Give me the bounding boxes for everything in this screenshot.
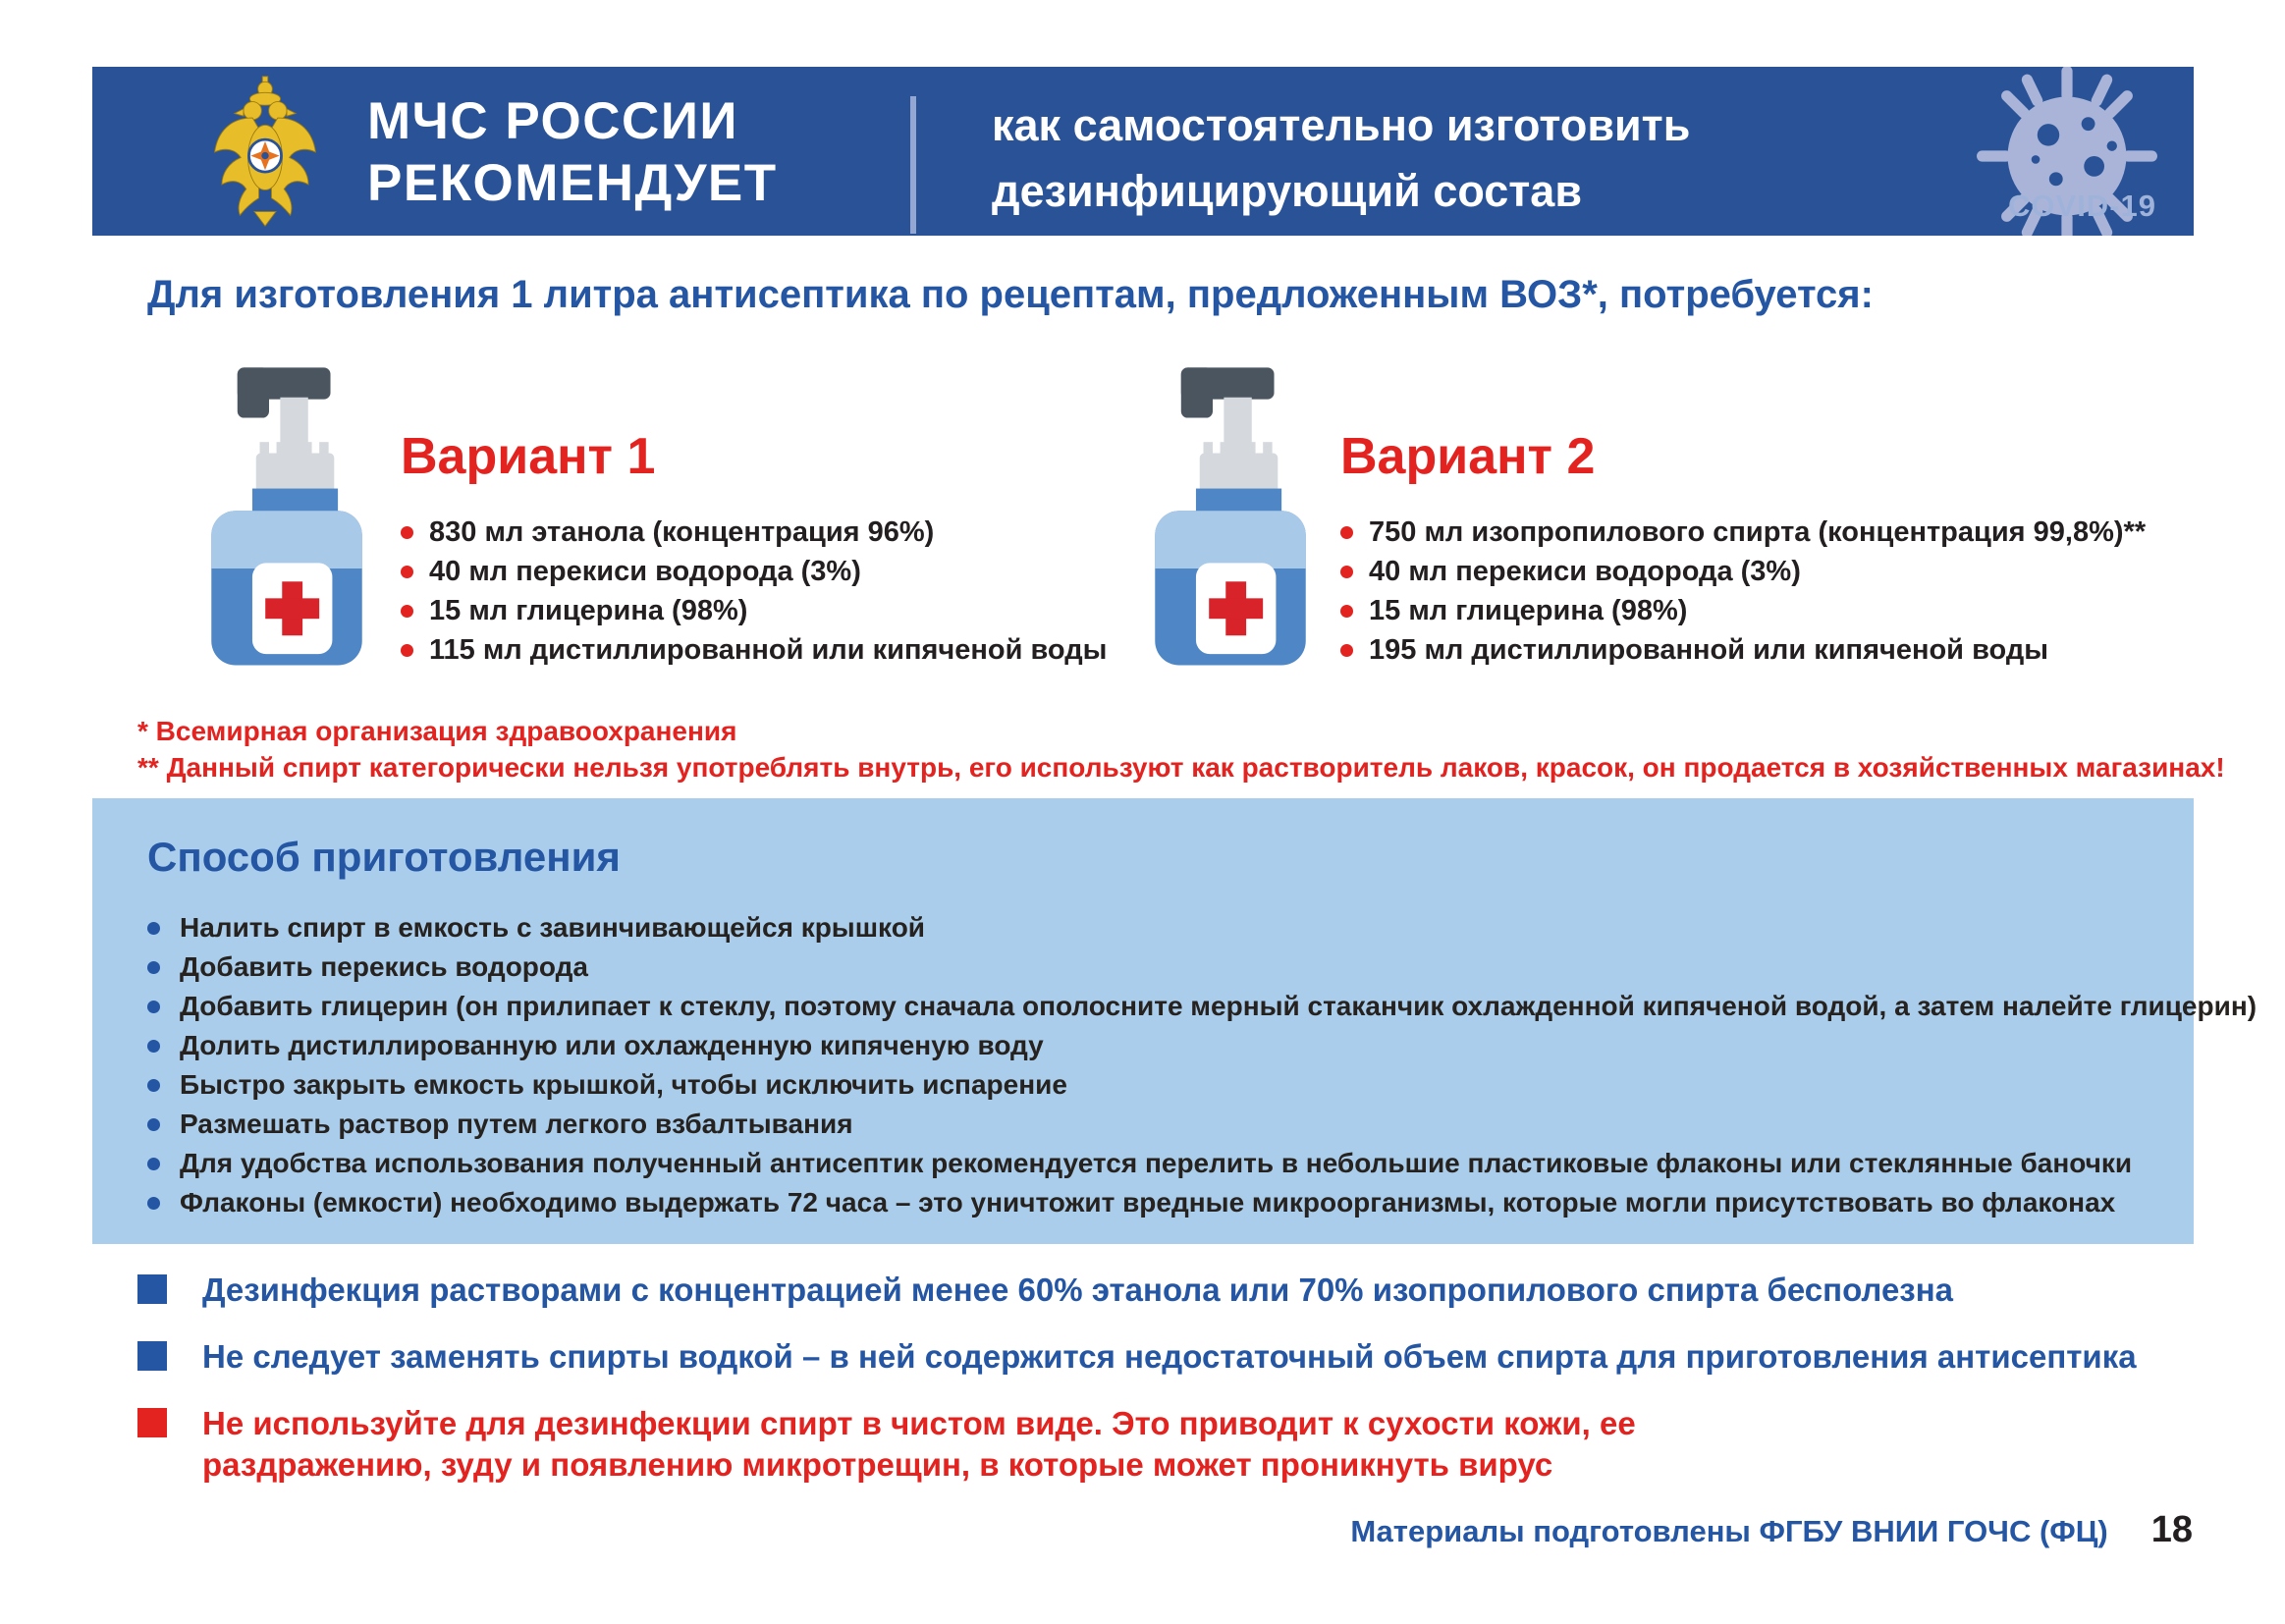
method-step: Долить дистиллированную или охлажденную …: [147, 1026, 2194, 1065]
method-step: Добавить глицерин (он прилипает к стеклу…: [147, 987, 2257, 1026]
red-square-marker-icon: [137, 1408, 167, 1437]
doc-title-line2: дезинфицирующий состав: [992, 166, 1582, 216]
blue-bullet-icon: [147, 921, 160, 935]
intro-text: Для изготовления 1 литра антисептика по …: [147, 273, 1874, 316]
ingredient-item: 40 мл перекиси водорода (3%): [401, 552, 1107, 591]
blue-bullet-icon: [147, 1078, 160, 1092]
method-step: Флаконы (емкости) необходимо выдержать 7…: [147, 1183, 2194, 1222]
blue-bullet-icon: [147, 1039, 160, 1053]
ingredient-text: 40 мл перекиси водорода (3%): [429, 555, 861, 587]
ingredient-text: 40 мл перекиси водорода (3%): [1369, 555, 1801, 587]
org-title: МЧС РОССИИ РЕКОМЕНДУЕТ: [367, 90, 778, 214]
org-title-line1: МЧС РОССИИ: [367, 92, 739, 150]
doc-title-line1: как самостоятельно изготовить: [992, 100, 1691, 150]
header-band: МЧС РОССИИ РЕКОМЕНДУЕТ как самостоятельн…: [92, 67, 2194, 236]
ingredient-item: 750 мл изопропилового спирта (концентрац…: [1340, 513, 2146, 552]
method-step-text: Флаконы (емкости) необходимо выдержать 7…: [180, 1187, 2116, 1218]
red-bullet-icon: [1340, 643, 1353, 657]
footnotes: * Всемирная организация здравоохранения …: [137, 713, 2225, 785]
method-section: Способ приготовления Налить спирт в емко…: [92, 798, 2257, 1244]
method-steps-list: Налить спирт в емкость с завинчивающейся…: [147, 908, 2257, 1222]
variant1-title: Вариант 1: [401, 428, 656, 485]
ingredient-text: 15 мл глицерина (98%): [1369, 594, 1688, 626]
sanitizer-bottle-icon: [211, 367, 362, 666]
method-step-text: Налить спирт в емкость с завинчивающейся…: [180, 912, 926, 943]
method-step: Для удобства использования полученный ан…: [147, 1144, 2194, 1183]
sanitizer-bottle-icon: [1155, 367, 1306, 666]
footer-credit: Материалы подготовлены ФГБУ ВНИИ ГОЧС (Ф…: [1350, 1514, 2108, 1548]
method-step-text: Добавить перекись водорода: [180, 951, 588, 982]
red-bullet-icon: [401, 604, 413, 618]
method-step-text: Долить дистиллированную или охлажденную …: [180, 1030, 1044, 1060]
coronavirus-icon: [1977, 67, 2157, 236]
red-bullet-icon: [401, 565, 413, 578]
ingredient-text: 115 мл дистиллированной или кипяченой во…: [429, 633, 1108, 666]
blue-bullet-icon: [147, 960, 160, 974]
method-step: Размешать раствор путем легкого взбалтыв…: [147, 1105, 2194, 1144]
method-step-text: Для удобства использования полученный ан…: [180, 1148, 2133, 1178]
blue-bullet-icon: [147, 1000, 160, 1013]
ingredient-text: 830 мл этанола (концентрация 96%): [429, 515, 935, 548]
footnote-isopropyl: ** Данный спирт категорически нельзя упо…: [137, 752, 2225, 783]
ingredient-item: 195 мл дистиллированной или кипяченой во…: [1340, 630, 2146, 670]
method-title: Способ приготовления: [147, 834, 621, 880]
variant1-section: Вариант 1 830 мл этанола (концентрация 9…: [401, 430, 1107, 670]
method-step: Быстро закрыть емкость крышкой, чтобы ис…: [147, 1065, 2194, 1105]
mchs-emblem-icon: [214, 76, 316, 227]
page-number: 18: [2150, 1509, 2193, 1550]
ingredient-item: 15 мл глицерина (98%): [401, 591, 1107, 630]
header-divider: [910, 96, 916, 234]
red-bullet-icon: [1340, 604, 1353, 618]
blue-bullet-icon: [147, 1157, 160, 1170]
warning-row: Не следует заменять спирты водкой – в не…: [137, 1336, 2200, 1378]
method-step-text: Быстро закрыть емкость крышкой, чтобы ис…: [180, 1069, 1067, 1100]
red-bullet-icon: [401, 525, 413, 539]
ingredient-item: 15 мл глицерина (98%): [1340, 591, 2146, 630]
ingredient-text: 15 мл глицерина (98%): [429, 594, 748, 626]
covid-19-label: COVID-19: [2008, 189, 2156, 223]
warning-text: Дезинфекция растворами с концентрацией м…: [202, 1272, 1953, 1308]
org-title-line2: РЕКОМЕНДУЕТ: [367, 154, 778, 212]
red-bullet-icon: [1340, 525, 1353, 539]
red-bullet-icon: [1340, 565, 1353, 578]
ingredient-text: 750 мл изопропилового спирта (концентрац…: [1369, 515, 2147, 548]
warning-row: Дезинфекция растворами с концентрацией м…: [137, 1270, 2200, 1311]
method-step: Налить спирт в емкость с завинчивающейся…: [147, 908, 2194, 947]
blue-bullet-icon: [147, 1117, 160, 1131]
method-step: Добавить перекись водорода: [147, 947, 2194, 987]
variant2-list: 750 мл изопропилового спирта (концентрац…: [1340, 513, 2146, 670]
warning-text: Не следует заменять спирты водкой – в не…: [202, 1338, 2137, 1375]
blue-square-marker-icon: [137, 1341, 167, 1371]
red-bullet-icon: [401, 643, 413, 657]
doc-title: как самостоятельно изготовить дезинфицир…: [992, 92, 1690, 224]
method-step-text: Размешать раствор путем легкого взбалтыв…: [180, 1109, 853, 1139]
variant1-list: 830 мл этанола (концентрация 96%) 40 мл …: [401, 513, 1107, 670]
warnings-section: Дезинфекция растворами с концентрацией м…: [137, 1270, 2200, 1511]
variant2-section: Вариант 2 750 мл изопропилового спирта (…: [1340, 430, 2146, 670]
ingredient-item: 115 мл дистиллированной или кипяченой во…: [401, 630, 1107, 670]
blue-bullet-icon: [147, 1196, 160, 1210]
page-footer: Материалы подготовлены ФГБУ ВНИИ ГОЧС (Ф…: [1350, 1509, 2193, 1551]
method-step-text: Добавить глицерин (он прилипает к стеклу…: [180, 991, 2258, 1021]
ingredient-item: 40 мл перекиси водорода (3%): [1340, 552, 2146, 591]
variant2-title: Вариант 2: [1340, 428, 1596, 485]
warning-row-danger: Не используйте для дезинфекции спирт в ч…: [137, 1403, 2200, 1486]
ingredient-text: 195 мл дистиллированной или кипяченой во…: [1369, 633, 2049, 666]
footnote-who: * Всемирная организация здравоохранения: [137, 716, 737, 746]
warning-text: Не используйте для дезинфекции спирт в ч…: [202, 1405, 1636, 1483]
blue-square-marker-icon: [137, 1274, 167, 1304]
ingredient-item: 830 мл этанола (концентрация 96%): [401, 513, 1107, 552]
